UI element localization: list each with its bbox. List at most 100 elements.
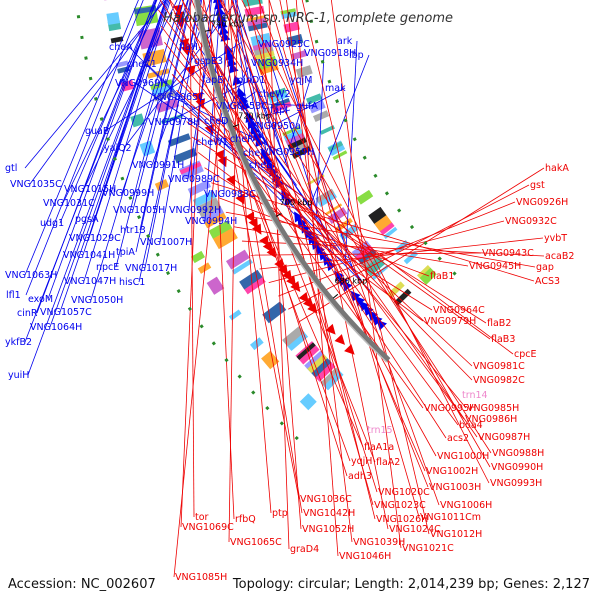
reverse-gene-arrow	[344, 344, 355, 355]
reverse-gene-label: flaB2	[487, 318, 511, 329]
map-title: Halobacterium sp. NRC-1, complete genome	[163, 11, 453, 26]
tick-mark	[232, 124, 239, 128]
outer-cog-block	[228, 309, 242, 321]
reverse-gene-label: VNG1003H	[429, 482, 481, 493]
reverse-gene-label: rfbQ	[235, 514, 256, 525]
forward-gene-label-leader	[270, 62, 324, 230]
reverse-gene-leader	[258, 0, 440, 506]
forward-gene-label-leader	[235, 17, 251, 140]
reverse-gene-label: VNG1052H	[302, 524, 354, 535]
forward-gene-label-leader	[309, 54, 370, 208]
accession-label: Accession: NC_002607	[8, 577, 156, 592]
reverse-cog-block	[231, 258, 253, 275]
inner-cog-block	[291, 50, 308, 61]
forward-gene-label: yajQ2	[104, 143, 132, 154]
reverse-gene-label: flaB3	[491, 334, 515, 345]
forward-gene-label-leader	[83, 0, 171, 282]
reverse-gene-arrow	[226, 174, 236, 187]
forward-gene-label: VNG0969H	[115, 78, 167, 89]
forward-gene-label: VNG1064H	[30, 322, 82, 333]
inner-cog-block	[368, 206, 387, 224]
reverse-gene-label: VNG0943C	[482, 248, 534, 259]
reverse-gene-label: VNG0986H	[465, 414, 517, 425]
reverse-gene-label: VNG0995H	[424, 403, 476, 414]
reverse-cog-block	[134, 5, 157, 15]
reverse-gene-arrow	[248, 217, 258, 229]
forward-gene-label: npcE	[96, 262, 119, 273]
reverse-cog-block	[304, 351, 328, 374]
reverse-gene-label: cpcE	[514, 349, 536, 360]
forward-gene-label-leader	[24, 0, 158, 343]
inner-cog-block	[295, 65, 313, 79]
backbone-ring	[193, 0, 391, 363]
reverse-gene-leader	[171, 74, 473, 381]
tick-label: 740 kbp	[211, 20, 244, 29]
reverse-gene-leader	[189, 0, 195, 518]
forward-gene-label: pgsA	[75, 214, 99, 225]
forward-gene-label: VNG1005H	[113, 205, 165, 216]
reverse-cog-block	[187, 179, 212, 197]
forward-gene-label: VNG0918H	[304, 48, 356, 59]
forward-gene-label-leader	[47, 0, 157, 300]
reverse-gene-label: tor	[195, 512, 209, 523]
forward-gene-label-leader	[268, 87, 346, 129]
tick-mark	[204, 29, 212, 32]
forward-cog-block	[386, 281, 405, 299]
forward-gene-label: cheB	[249, 160, 273, 171]
inner-cog-block	[319, 125, 335, 135]
reverse-cog-block	[225, 249, 250, 270]
reverse-gene-label: VNG1026H	[376, 514, 428, 525]
inner-cog-block	[280, 8, 296, 15]
reverse-gene-leader	[164, 41, 467, 409]
reverse-gene-label: ACS3	[535, 276, 560, 287]
reverse-gene-leader	[203, 0, 300, 500]
forward-gene-label-leader	[25, 0, 144, 296]
forward-gene-label: VNG1031C	[43, 198, 95, 209]
forward-gene-label: VNG0999H	[102, 188, 154, 199]
forward-gene-label-leader	[29, 0, 165, 185]
forward-gene-label: cheW2	[258, 89, 291, 100]
forward-gene-label-leader	[159, 0, 203, 243]
reverse-gene-arrow	[252, 223, 262, 235]
reverse-gene-leader	[204, 167, 433, 311]
inner-cog-block	[419, 267, 437, 285]
reverse-gene-leader	[241, 0, 490, 484]
forward-gene-label: VNG0950a	[250, 121, 301, 132]
forward-gene-label: VNG1015H	[64, 184, 116, 195]
reverse-gene-label: flaB1	[430, 271, 454, 282]
reverse-gene-leader	[191, 136, 487, 324]
forward-gene-label: gufA	[296, 101, 318, 112]
forward-gene-label: VNG1057C	[40, 307, 92, 318]
forward-gene-label: hisC1	[119, 277, 145, 288]
forward-gene-label: cinR	[17, 308, 38, 319]
forward-gene-label: mak	[325, 83, 346, 94]
reverse-gene-label: acs2	[447, 433, 469, 444]
reverse-gene-label: VNG1012H	[430, 529, 482, 540]
reverse-gene-label: VNG0985H	[467, 403, 519, 414]
reverse-gene-leader	[158, 9, 465, 420]
forward-gene-label: VNG0983C	[204, 189, 256, 200]
reverse-gene-label: VNG1085H	[175, 572, 227, 583]
inner-cog-block	[332, 150, 348, 161]
forward-gene-arrow	[294, 211, 304, 223]
reverse-gene-leader	[159, 0, 447, 439]
inner-cog-block	[327, 141, 344, 152]
forward-gene-label: gtl	[5, 163, 17, 174]
reverse-gene-leader	[227, 0, 272, 514]
reverse-gene-leader	[218, 197, 430, 277]
reverse-gene-label: VNG1024C	[389, 524, 441, 535]
reverse-gene-label: VNG1042H	[303, 508, 355, 519]
forward-gene-label: VNG1017H	[125, 263, 177, 274]
reverse-gene-leader	[222, 0, 378, 493]
inner-cog-block	[283, 21, 300, 33]
reverse-cog-block	[212, 227, 238, 250]
forward-gene-arrow	[350, 290, 361, 302]
reverse-gene-label: flaA2	[376, 457, 400, 468]
reverse-gene-label: VNG1036C	[300, 494, 352, 505]
reverse-gene-arrow	[214, 149, 225, 161]
reverse-gene-label: VNG1021C	[402, 543, 454, 554]
reverse-gene-label: VNG1065C	[230, 537, 282, 548]
reverse-gene-label: VNG0993H	[490, 478, 542, 489]
forward-gene-label: cheC1	[127, 59, 157, 70]
